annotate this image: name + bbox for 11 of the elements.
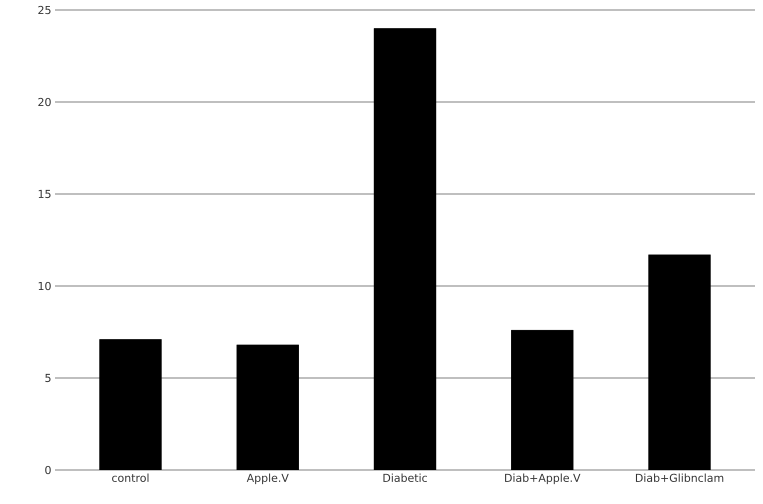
y-tick-label: 25	[38, 6, 51, 14]
y-tick-label: 5	[45, 374, 51, 382]
x-tick-label: Diabetic	[383, 474, 427, 482]
y-tick-label: 0	[45, 466, 51, 474]
x-tick-label: control	[112, 474, 148, 482]
x-tick-label: Diab+Glibnclam	[636, 474, 724, 482]
x-tick-label: Apple.V	[246, 474, 289, 484]
y-tick-label: 10	[38, 282, 51, 290]
x-tick-label: Diab+Apple.V	[505, 474, 580, 484]
y-tick-label: 20	[38, 98, 51, 106]
y-tick-label: 15	[38, 190, 51, 198]
